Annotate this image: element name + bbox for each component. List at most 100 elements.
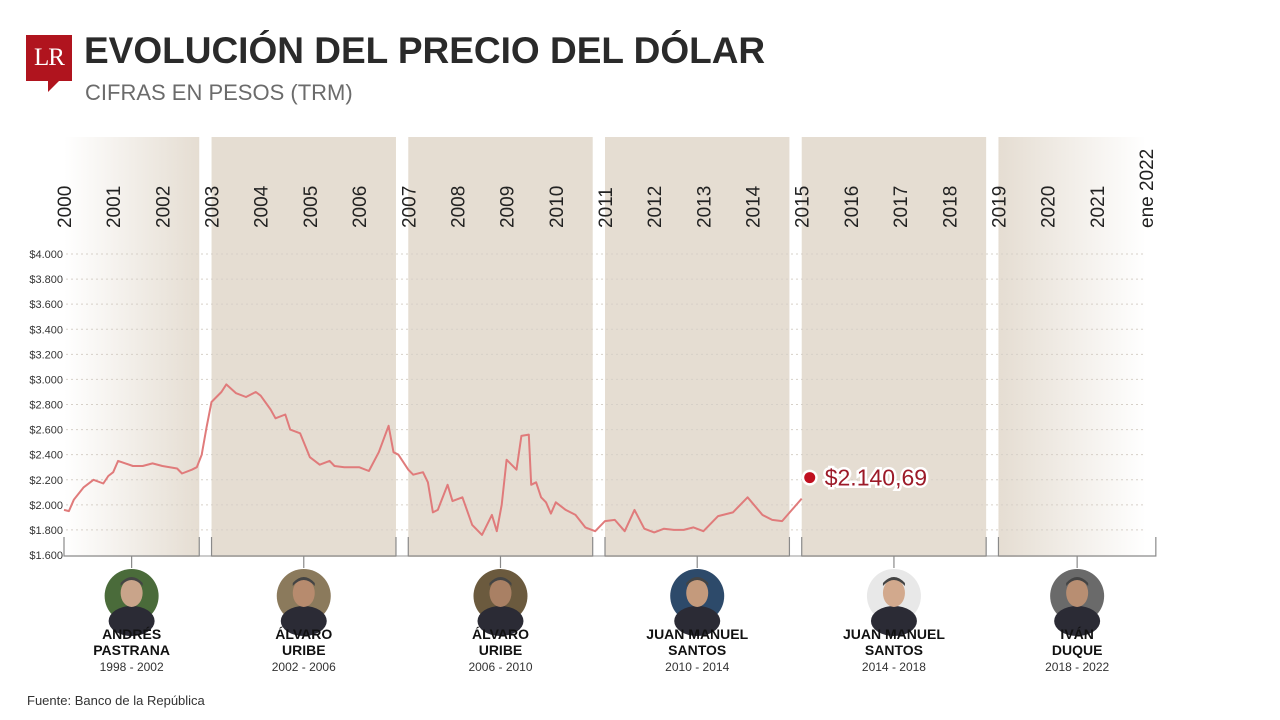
avatar-face xyxy=(686,579,709,607)
president-name-line1: JUAN MANUEL xyxy=(646,626,748,642)
y-tick-label: $3.200 xyxy=(29,349,63,361)
president-term-years: 2018 - 2022 xyxy=(1045,660,1109,674)
x-axis: 2000 2001 2002 2003 2004 2005 2006 2007 2008 2009… xyxy=(55,149,1158,228)
x-tick-label: ene 2022 xyxy=(1137,149,1158,228)
page-title: EVOLUCIÓN DEL PRECIO DEL DÓLAR xyxy=(84,30,766,71)
x-tick-label: 2021 xyxy=(1088,186,1109,228)
avatar-face xyxy=(292,579,315,607)
x-tick-label: 2018 xyxy=(940,186,961,228)
president-name-line2: PASTRANA xyxy=(93,642,170,658)
president-term-years: 2002 - 2006 xyxy=(272,660,336,674)
term-band xyxy=(605,137,790,557)
avatar-suit xyxy=(108,606,155,636)
y-tick-label: $1.800 xyxy=(29,525,63,537)
term-band xyxy=(998,137,1146,557)
x-tick-label: 2015 xyxy=(793,186,814,228)
x-tick-label: 2000 xyxy=(55,186,76,228)
x-tick-label: 2010 xyxy=(547,186,568,228)
x-tick-label: 2020 xyxy=(1039,186,1060,228)
x-tick-label: 2005 xyxy=(301,186,322,228)
logo-text: LR xyxy=(34,44,65,71)
president-term-years: 2010 - 2014 xyxy=(665,660,729,674)
president-term-years: 1998 - 2002 xyxy=(100,660,164,674)
y-tick-label: $3.600 xyxy=(29,299,63,311)
series-line xyxy=(63,383,803,536)
president-name-line1: IVÁN xyxy=(1060,626,1093,642)
page-subtitle: CIFRAS EN PESOS (TRM) xyxy=(85,80,353,105)
y-tick-label: $4.000 xyxy=(29,249,63,261)
x-tick-label: 2002 xyxy=(153,186,174,228)
avatar-face xyxy=(489,579,512,607)
avatar-hair xyxy=(1066,577,1089,586)
avatar-hair xyxy=(120,577,143,586)
avatar-face xyxy=(120,579,143,607)
avatar-suit xyxy=(870,606,917,636)
x-tick-label: 2017 xyxy=(891,186,912,228)
president-term-years: 2006 - 2010 xyxy=(468,660,532,674)
x-tick-label: 2008 xyxy=(448,186,469,228)
x-tick-label: 2016 xyxy=(842,186,863,228)
x-tick-label: 2011 xyxy=(596,187,617,228)
term-band xyxy=(801,137,987,557)
president-name-line2: SANTOS xyxy=(668,642,726,658)
president-name-line1: ÁLVARO xyxy=(472,626,529,642)
y-tick-label: $2.600 xyxy=(29,425,63,437)
president-term-years: 2014 - 2018 xyxy=(862,660,926,674)
y-tick-label: $3.800 xyxy=(29,274,63,286)
y-tick-label: $1.600 xyxy=(29,550,63,562)
term-band xyxy=(64,137,200,557)
last-value-marker xyxy=(804,472,816,484)
president-name-line2: URIBE xyxy=(479,642,523,658)
president-name-line1: JUAN MANUEL xyxy=(843,626,945,642)
y-tick-label: $2.400 xyxy=(29,450,63,462)
term-band xyxy=(211,137,396,557)
last-value-label: $2.140,69 xyxy=(825,465,927,491)
y-tick-label: $3.400 xyxy=(29,324,63,336)
avatar-suit xyxy=(674,606,721,636)
logo-tail xyxy=(48,80,60,92)
term-brackets xyxy=(63,537,1157,568)
dollar-price-chart: $4.000 $3.800 $3.600 $3.400 $3.200 $3.000 $2.8… xyxy=(29,137,1158,674)
x-tick-label: 2001 xyxy=(104,186,125,228)
avatar-suit xyxy=(477,606,524,636)
price-series: $2.140,69 xyxy=(63,383,930,536)
avatar-face xyxy=(1066,579,1089,607)
lr-logo: LR xyxy=(26,35,72,92)
x-tick-label: 2003 xyxy=(203,186,224,228)
term-band xyxy=(408,137,593,557)
avatar-hair xyxy=(686,577,709,586)
avatar-hair xyxy=(489,577,512,586)
x-tick-label: 2019 xyxy=(989,186,1010,228)
x-tick-label: 2007 xyxy=(399,186,420,228)
y-tick-label: $2.000 xyxy=(29,500,63,512)
x-tick-label: 2004 xyxy=(252,185,273,228)
avatar-suit xyxy=(1054,606,1101,636)
avatar-face xyxy=(882,579,905,607)
x-tick-label: 2006 xyxy=(350,186,371,228)
x-tick-label: 2009 xyxy=(498,186,519,228)
x-tick-label: 2014 xyxy=(744,185,765,228)
avatar-hair xyxy=(882,577,905,586)
avatar-hair xyxy=(292,577,315,586)
term-bands xyxy=(64,137,1146,557)
president-name-line2: URIBE xyxy=(282,642,326,658)
avatar-suit xyxy=(280,606,327,636)
president-name-line1: ÁLVARO xyxy=(275,626,332,642)
president-name-line1: ANDRÉS xyxy=(102,626,161,642)
president-name-line2: SANTOS xyxy=(865,642,923,658)
y-axis: $4.000 $3.800 $3.600 $3.400 $3.200 $3.000 $2.8… xyxy=(29,249,63,562)
y-tick-label: $3.000 xyxy=(29,374,63,386)
source-note: Fuente: Banco de la República xyxy=(27,693,205,708)
president-name-line2: DUQUE xyxy=(1052,642,1103,658)
y-tick-label: $2.800 xyxy=(29,400,63,412)
logo-box xyxy=(26,35,72,81)
y-tick-label: $2.200 xyxy=(29,475,63,487)
x-tick-label: 2013 xyxy=(694,186,715,228)
